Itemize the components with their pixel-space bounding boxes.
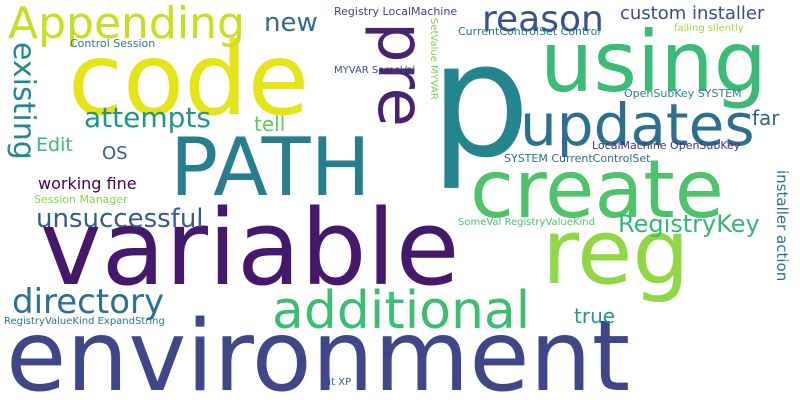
word-updates: updates (520, 91, 755, 159)
word-LocalMachine-OpenSubKey: LocalMachine OpenSubKey (592, 139, 741, 152)
word-failing-silently: failing silently (674, 23, 744, 34)
word-installer-action: installer action (773, 170, 791, 282)
word-true: true (574, 304, 616, 328)
word-bit-XP: bit XP (322, 377, 352, 388)
word-Edit: Edit (36, 134, 73, 156)
word-Appending: Appending (8, 0, 245, 49)
word-Session-Manager: Session Manager (34, 193, 128, 206)
word-using: using (540, 13, 767, 111)
word-Control-Session: Control Session (70, 37, 156, 50)
word-OS: OS (102, 143, 128, 164)
word-directory: directory (12, 282, 165, 322)
word-SomeVal-RegistryValueKind: SomeVal RegistryValueKind (458, 217, 595, 228)
word-existing: existing (6, 42, 41, 160)
word-p: p (430, 9, 531, 193)
word-variable: variable (40, 187, 460, 309)
word-Registry-LocalMachine: Registry LocalMachine (334, 5, 458, 18)
word-SYSTEM-CurrentControlSet: SYSTEM CurrentControlSet (504, 152, 651, 165)
word-tell: tell (254, 112, 286, 136)
word-reason: reason (482, 0, 604, 40)
word-environment: environment (6, 300, 631, 400)
word-far: far (752, 106, 780, 130)
word-OpenSubKey-SYSTEM: OpenSubKey SYSTEM (624, 87, 742, 100)
word-RegistryKey: RegistryKey (618, 210, 760, 238)
word-code: code (68, 21, 310, 138)
word-additional: additional (272, 281, 531, 341)
word-new: new (264, 8, 318, 38)
word-reg: reg (542, 200, 690, 305)
word-MYVAR-SomeVal: MYVAR SomeVal (334, 65, 416, 76)
word-SetValue-MYVAR: SetValue MYVAR (428, 18, 439, 100)
word-unsuccessful: unsuccessful (36, 204, 204, 234)
word-PATH: PATH (170, 121, 371, 214)
word-RegistryValueKind-ExpandString: RegistryValueKind ExpandString (4, 316, 165, 327)
word-create: create (470, 143, 724, 236)
word-pre: pre (363, 22, 437, 127)
word-custom-installer: custom installer (620, 3, 765, 24)
word-CurrentControlSet-Control: CurrentControlSet Control (458, 25, 601, 38)
word-working-fine: working fine (38, 174, 137, 193)
word-attempts: attempts (84, 101, 211, 134)
